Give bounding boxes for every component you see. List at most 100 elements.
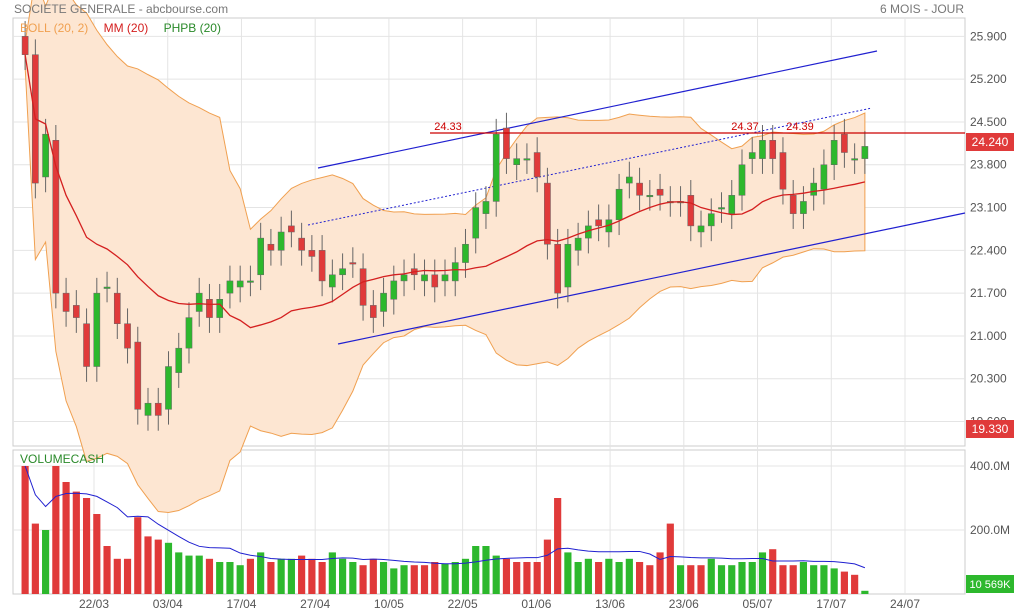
candle-body [759,140,766,159]
volume-bar [318,562,326,594]
period-label[interactable]: 6 MOIS - JOUR [879,2,964,16]
volume-bar [154,539,162,594]
candle-body [544,182,551,245]
candle-body [42,133,49,178]
candle-body [697,225,705,233]
volume-y-label: 400.0M [970,459,1010,473]
volume-bar [707,558,715,594]
x-tick-label: 05/07 [743,597,773,611]
volume-bar [513,562,521,594]
candle-body [206,299,213,318]
volume-bar [21,466,29,594]
volume-bar [769,549,777,594]
volume-bar [31,523,39,594]
candle-body [728,195,736,214]
volume-bar [349,562,357,594]
volume-bar [574,562,582,594]
low-price-text: 19.330 [972,422,1009,436]
channel-upper [317,50,878,169]
volume-bar [523,562,531,594]
last-price-text: 24.240 [972,135,1009,149]
candle-body [103,286,111,289]
candle-body [738,164,746,196]
candle-body [83,323,90,367]
volume-bar [605,558,613,594]
candle-body [513,158,521,165]
candle-body [247,280,254,283]
volume-bar [62,482,70,594]
x-tick-label: 01/06 [521,597,551,611]
volume-bar [308,558,316,594]
volume-bar [676,565,685,594]
volume-bar [451,562,459,594]
price-panel-frame [12,17,966,447]
volume-bar [564,552,572,594]
candle-body [288,225,295,233]
candle-body [841,133,848,153]
volume-bar [738,562,746,594]
candle-body [687,195,695,227]
y-tick-label: 21.000 [970,329,1007,343]
candle-body [257,237,264,276]
volume-bar [246,558,255,594]
volume-bar [123,558,132,594]
candle-body [175,347,183,373]
volume-bar [779,565,787,594]
channel-lower [337,212,966,345]
volume-ma-line [24,465,866,569]
candle-body [52,140,60,294]
volume-bar [635,562,644,594]
volume-bar [728,565,736,594]
volume-bar [185,555,193,594]
volume-bar [554,498,562,594]
y-tick-label: 25.900 [970,29,1007,43]
candle-body [830,140,838,165]
x-tick-label: 17/07 [816,597,846,611]
candle-body [462,243,469,263]
candle-body [533,152,541,178]
y-tick-label: 21.700 [970,286,1007,300]
volume-bar [103,546,111,594]
candle-body [390,280,398,300]
legend-phpb[interactable]: PHPB (20) [163,21,221,35]
volume-bar [820,565,828,594]
volume-bar [390,568,398,594]
candle-body [431,274,439,288]
volume-bar [379,562,388,594]
y-tick-label: 24.500 [970,115,1007,129]
x-tick-label: 24/07 [890,597,920,611]
last-volume-text: 10 569K [970,579,1012,591]
legend-boll[interactable]: BOLL (20, 2) [20,21,89,35]
candle-body [615,188,623,221]
volume-bar [287,558,295,594]
x-tick-label: 17/04 [226,597,256,611]
volume-bar [216,562,224,594]
y-tick-label: 23.100 [970,201,1007,215]
volume-bar [646,565,654,594]
candle-body [789,195,797,214]
volume-bar [656,552,664,594]
candle-body [574,237,582,251]
moving-average-line [24,54,866,329]
volume-bar [748,562,756,594]
volume-bar [257,552,265,594]
candle-body [267,243,275,251]
candle-body [820,164,828,190]
candle-body [339,268,346,276]
candle-body [359,268,367,306]
x-tick-label: 10/05 [374,597,404,611]
last-volume-tag [966,575,1014,593]
candle-body [62,292,70,312]
volume-bar [840,571,848,594]
volume-bar [441,563,449,594]
candle-body [134,341,142,410]
volume-bar [359,565,367,594]
volume-bar [615,562,623,594]
legend-volume[interactable]: VOLUMECASH [20,452,105,466]
volume-bar [717,565,726,594]
volume-bar [810,565,818,594]
axis-labels: 25.900 25.200 24.500 23.800 23.100 22.400 21.7… [79,29,1014,611]
candle-body [810,182,817,196]
volume-bar [625,558,633,594]
legend-mm[interactable]: MM (20) [103,21,149,35]
